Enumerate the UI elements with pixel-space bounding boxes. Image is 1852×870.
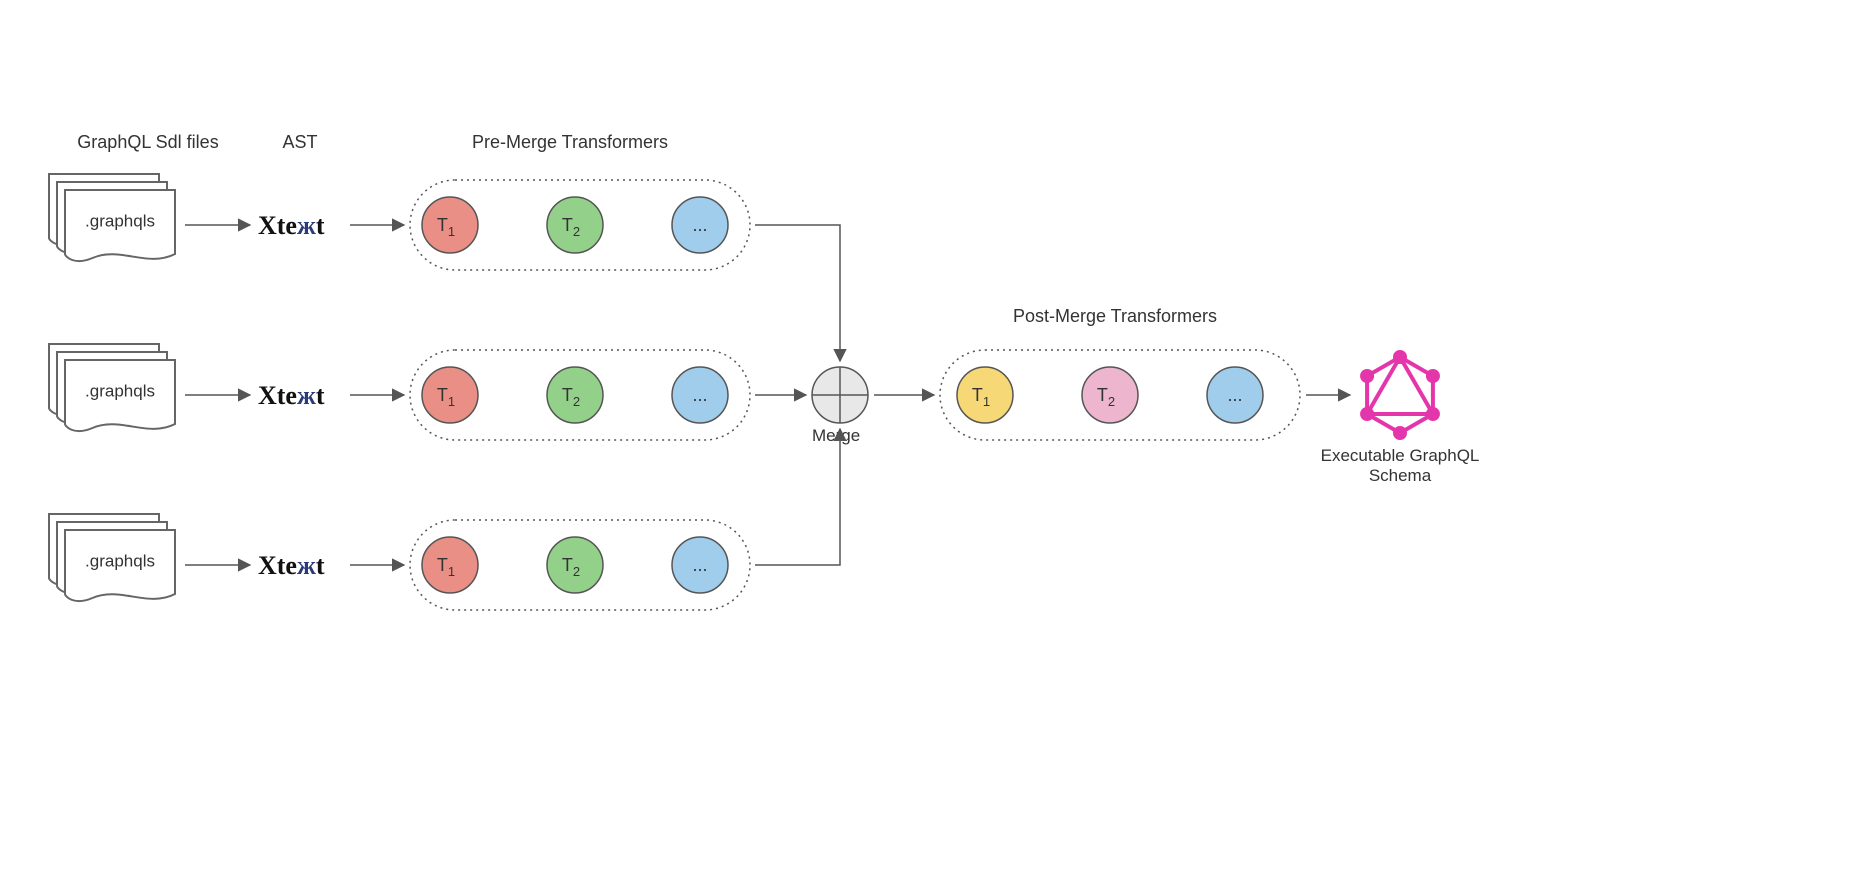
xtext-logo: Xteжt [258,381,325,410]
transformer-post-0: T1 [957,367,1013,423]
svg-text:...: ... [1227,385,1242,405]
output-label-2: Schema [1369,466,1432,485]
svg-text:...: ... [692,215,707,235]
transformer-post-1: T2 [1082,367,1138,423]
section-label-files: GraphQL Sdl files [77,132,218,152]
output-label-1: Executable GraphQL [1321,446,1480,465]
section-label-ast: AST [282,132,317,152]
arrow [755,429,840,565]
svg-text:Xteжt: Xteжt [258,381,325,410]
transformer-pre-2: ... [672,367,728,423]
transformer-pre-2: ... [672,537,728,593]
svg-text:...: ... [692,555,707,575]
transformer-pre-0: T1 [422,537,478,593]
transformer-pre-1: T2 [547,537,603,593]
section-label-pre: Pre-Merge Transformers [472,132,668,152]
svg-text:Xteжt: Xteжt [258,551,325,580]
svg-text:Xteжt: Xteжt [258,211,325,240]
file-stack: .graphqls [49,344,175,431]
merge-label: Merge [812,426,860,445]
file-stack: .graphqls [49,514,175,601]
transformer-pre-1: T2 [547,367,603,423]
file-label: .graphqls [85,212,155,231]
section-label-post: Post-Merge Transformers [1013,306,1217,326]
xtext-logo: Xteжt [258,211,325,240]
file-label: .graphqls [85,552,155,571]
svg-text:...: ... [692,385,707,405]
file-stack: .graphqls [49,174,175,261]
transformer-post-2: ... [1207,367,1263,423]
arrow [755,225,840,361]
transformer-pre-1: T2 [547,197,603,253]
xtext-logo: Xteжt [258,551,325,580]
transformer-pre-2: ... [672,197,728,253]
graphql-logo: Executable GraphQLSchema [1321,350,1480,485]
file-label: .graphqls [85,382,155,401]
transformer-pre-0: T1 [422,197,478,253]
transformer-pre-0: T1 [422,367,478,423]
